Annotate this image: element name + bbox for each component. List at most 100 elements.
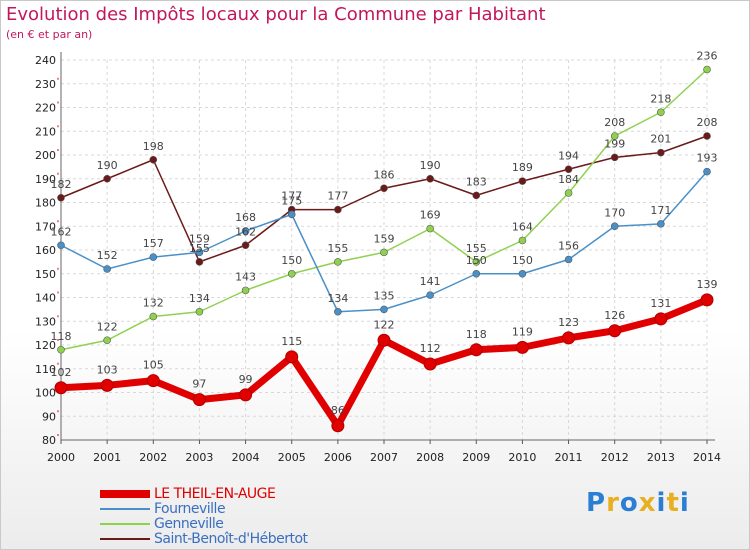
legend-item: Fourneville (100, 501, 308, 517)
data-point (472, 269, 481, 278)
data-label: 198 (143, 140, 164, 153)
x-tick-label: 2004 (232, 451, 260, 464)
data-label: 208 (697, 116, 718, 129)
data-label: 184 (558, 173, 579, 186)
x-tick-label: 2012 (601, 451, 629, 464)
data-label: 157 (143, 237, 164, 250)
data-label: 97 (192, 378, 206, 391)
data-label: 126 (604, 309, 625, 322)
y-tick-label: 90 (42, 410, 56, 423)
x-tick-label: 2010 (508, 451, 536, 464)
data-label: 159 (374, 232, 395, 245)
data-point (703, 167, 711, 176)
data-point (57, 193, 65, 202)
y-tick-label: 230 (35, 78, 56, 91)
data-point (103, 265, 111, 273)
y-tick-label: 130 (35, 315, 56, 328)
data-point (103, 336, 111, 345)
x-tick-label: 2011 (555, 451, 583, 464)
data-point (241, 241, 250, 250)
chart-subtitle: (en € et par an) (6, 28, 93, 41)
x-tick-label: 2001 (93, 451, 121, 464)
data-point (57, 345, 65, 354)
data-label: 169 (420, 209, 441, 222)
data-label: 122 (97, 320, 118, 333)
y-tick-label: 110 (35, 363, 56, 376)
data-label: 168 (235, 211, 256, 224)
logo-letter: t (666, 488, 680, 518)
x-tick-label: 2008 (416, 451, 444, 464)
data-label: 122 (374, 318, 395, 331)
x-tick-label: 2013 (647, 451, 675, 464)
data-label: 150 (466, 254, 487, 267)
data-point (703, 65, 711, 74)
logo-letter: o (619, 488, 639, 518)
x-tick-label: 2003 (185, 451, 213, 464)
chart-legend: LE THEIL-EN-AUGE Fourneville Genneville Sai… (100, 485, 308, 547)
data-point (380, 305, 388, 314)
data-point (241, 227, 250, 235)
data-point (380, 248, 388, 257)
data-point (241, 286, 250, 295)
data-label: 208 (604, 116, 625, 129)
data-label: 118 (466, 328, 487, 341)
data-point (562, 331, 576, 345)
data-label: 199 (604, 137, 625, 150)
legend-swatch (100, 522, 150, 525)
y-tick-label: 240 (35, 54, 56, 67)
y-tick-label: 180 (35, 197, 56, 210)
data-label: 102 (51, 366, 72, 379)
data-point (100, 378, 114, 392)
legend-item: Genneville (100, 516, 308, 532)
data-point (195, 258, 204, 266)
y-tick-label: 150 (35, 268, 56, 281)
y-tick-label: 80 (42, 434, 56, 447)
data-label: 112 (420, 342, 441, 355)
data-label: 190 (420, 159, 441, 172)
data-label: 155 (189, 242, 210, 255)
data-label: 86 (331, 404, 345, 417)
y-tick-label: 140 (35, 292, 56, 305)
data-label: 115 (281, 335, 302, 348)
data-point (657, 148, 665, 157)
data-label: 170 (604, 206, 625, 219)
y-tick-label: 100 (35, 387, 56, 400)
data-point (700, 293, 714, 307)
logo-letter: i (679, 488, 690, 518)
chart-title: Evolution des Impôts locaux pour la Comm… (6, 4, 546, 25)
y-tick-label: 190 (35, 173, 56, 186)
data-label: 159 (189, 232, 210, 245)
data-point (426, 174, 434, 183)
y-tick-label: 170 (35, 220, 56, 233)
y-tick-label: 120 (35, 339, 56, 352)
data-label: 150 (281, 254, 302, 267)
data-label: 131 (650, 297, 671, 310)
data-label: 162 (51, 225, 72, 238)
data-point (54, 381, 68, 395)
data-label: 152 (97, 249, 118, 262)
data-point (149, 253, 158, 261)
data-label: 132 (143, 297, 164, 310)
data-point (287, 269, 296, 278)
legend-label: LE THEIL-EN-AUGE (154, 485, 276, 502)
data-label: 139 (697, 278, 718, 291)
data-point (472, 258, 481, 266)
data-point (426, 224, 434, 233)
data-point (146, 374, 160, 388)
data-point (192, 393, 206, 407)
legend-swatch (100, 489, 150, 498)
data-label: 236 (697, 50, 718, 63)
data-label: 194 (558, 149, 579, 162)
data-point (610, 132, 619, 140)
data-label: 99 (239, 373, 253, 386)
data-point (239, 388, 253, 402)
data-label: 193 (697, 152, 718, 165)
data-point (472, 191, 481, 200)
data-label: 164 (512, 221, 533, 234)
data-label: 150 (512, 254, 533, 267)
x-tick-label: 2000 (47, 451, 75, 464)
data-label: 190 (97, 159, 118, 172)
data-point (610, 153, 619, 162)
